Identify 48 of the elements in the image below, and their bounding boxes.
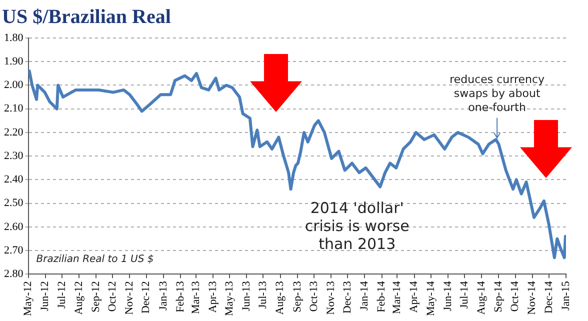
x-tick-label: Jun-14 [442,280,454,312]
x-tick-label: Dec-14 [542,280,555,314]
y-tick-label: 2.50 [4,197,24,210]
y-tick-label: 2.20 [4,126,24,138]
x-tick-label: Nov-12 [124,281,136,315]
x-tick-label: May-14 [424,280,437,316]
x-tick-label: Feb-14 [376,280,388,312]
y-tick-label: 2.00 [4,79,24,92]
x-tick-label: Dec-12 [140,281,152,314]
x-tick-label: Jul-12 [56,281,68,309]
x-tick-label: Jan-14 [358,280,371,310]
chart-title: US $/Brazilian Real [2,6,172,28]
x-tick-label: Jul-14 [458,280,470,309]
x-tick-label: Sep-14 [492,280,505,312]
x-tick-label: Jan-13 [157,280,170,310]
x-tick-label: Nov-14 [526,280,538,315]
x-tick-label: Jan-15 [560,280,572,310]
x-tick-label: Nov-13 [324,280,337,315]
x-tick-label: Jun-13 [240,280,253,312]
x-tick-label: Mar-14 [391,280,404,314]
x-tick-label: Aug-13 [274,280,286,315]
x-tick-label: Aug-14 [476,280,488,315]
y-tick-label: 2.60 [4,220,24,233]
y-tick-label: 2.80 [4,268,24,280]
x-tick-label: Jun-12 [39,281,52,312]
x-tick-label: Aug-12 [72,281,85,315]
y-tick-label: 2.10 [4,102,24,115]
x-tick-label: Apr-13 [206,280,219,313]
y-tick-label: 2.40 [4,174,24,186]
x-tick-label: Sep-13 [291,280,304,312]
x-tick-label: Oct-13 [308,280,320,312]
x-tick-label: Feb-13 [174,280,186,312]
x-tick-label: May-12 [22,281,34,316]
y-tick-label: 2.30 [4,150,24,162]
y-tick-label: 1.90 [4,56,24,68]
x-tick-label: Oct-14 [509,280,522,312]
x-tick-label: Jul-13 [257,280,270,309]
x-tick-label: Mar-13 [190,280,202,314]
annotation: Brazilian Real to 1 US $ [36,254,154,266]
x-tick-label: Sep-12 [90,281,102,312]
x-tick-label: May-13 [223,280,236,316]
y-tick-label: 1.80 [4,32,24,44]
x-tick-label: Oct-12 [106,281,119,312]
annotation: 2014 'dollar' crisis is worse than 2013 [304,199,410,254]
x-tick-label: Dec-13 [341,280,354,314]
annotation: reduces currency swaps by about one-fourth [450,72,546,114]
y-tick-label: 2.70 [4,244,24,256]
x-tick-label: Apr-14 [408,280,420,313]
